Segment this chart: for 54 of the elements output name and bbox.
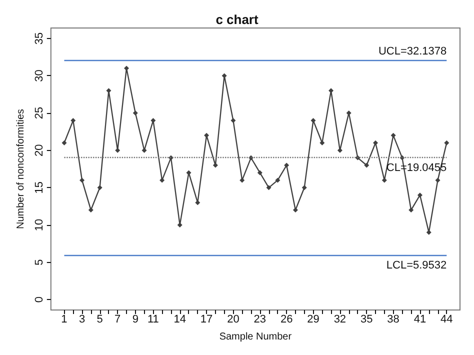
point <box>97 185 102 190</box>
point <box>417 192 422 198</box>
point <box>160 178 165 183</box>
point <box>373 140 378 146</box>
x-tick-label: 29 <box>307 314 320 326</box>
x-axis-title: Sample Number <box>219 332 292 342</box>
y-tick-label: 0 <box>33 296 46 303</box>
y-tick-label: 10 <box>33 218 46 232</box>
x-tick-label: 20 <box>227 314 240 326</box>
point <box>435 178 440 183</box>
point <box>302 185 307 190</box>
point <box>257 170 262 176</box>
point <box>204 132 210 138</box>
y-tick-label: 20 <box>33 144 46 156</box>
y-tick-label: 30 <box>33 70 46 82</box>
x-tick-label: 9 <box>132 314 138 326</box>
point <box>444 140 450 146</box>
x-tick-label: 23 <box>254 314 266 326</box>
point <box>212 162 218 168</box>
x-tick-label: 3 <box>78 314 86 326</box>
point <box>408 208 414 213</box>
point <box>364 162 370 168</box>
ref-line-label: LCL=5.9532 <box>386 260 447 272</box>
point <box>284 162 290 168</box>
x-tick-label: 17 <box>200 314 213 326</box>
x-tick-label: 1 <box>61 314 68 326</box>
y-tick-label: 15 <box>33 182 46 194</box>
x-tick-label: 5 <box>96 314 103 326</box>
y-tick-label: 35 <box>33 32 46 45</box>
x-tick-label: 11 <box>147 314 159 326</box>
y-tick-label: 25 <box>33 106 46 120</box>
chart-title: c chart <box>216 12 259 27</box>
x-tick-label: 7 <box>114 314 121 326</box>
point <box>240 178 245 183</box>
point <box>230 118 236 124</box>
x-tick-label: 14 <box>174 314 186 326</box>
point <box>275 178 280 183</box>
x-tick-label: 35 <box>360 314 373 326</box>
y-tick-label: 5 <box>33 259 46 266</box>
x-tick-label: 38 <box>387 314 400 326</box>
x-tick-label: 32 <box>334 314 346 326</box>
x-tick-label: 44 <box>440 314 453 326</box>
point <box>292 208 298 213</box>
x-tick-label: 26 <box>280 314 293 326</box>
y-axis-title: Number of nonconformities <box>16 108 26 230</box>
x-tick-label: 41 <box>414 314 426 326</box>
point <box>390 132 396 138</box>
point <box>124 66 129 71</box>
point <box>80 178 85 183</box>
point <box>132 110 138 116</box>
ref-line-label: UCL=32.1378 <box>378 45 447 58</box>
point <box>88 208 94 213</box>
point <box>62 140 67 146</box>
point <box>266 185 272 190</box>
